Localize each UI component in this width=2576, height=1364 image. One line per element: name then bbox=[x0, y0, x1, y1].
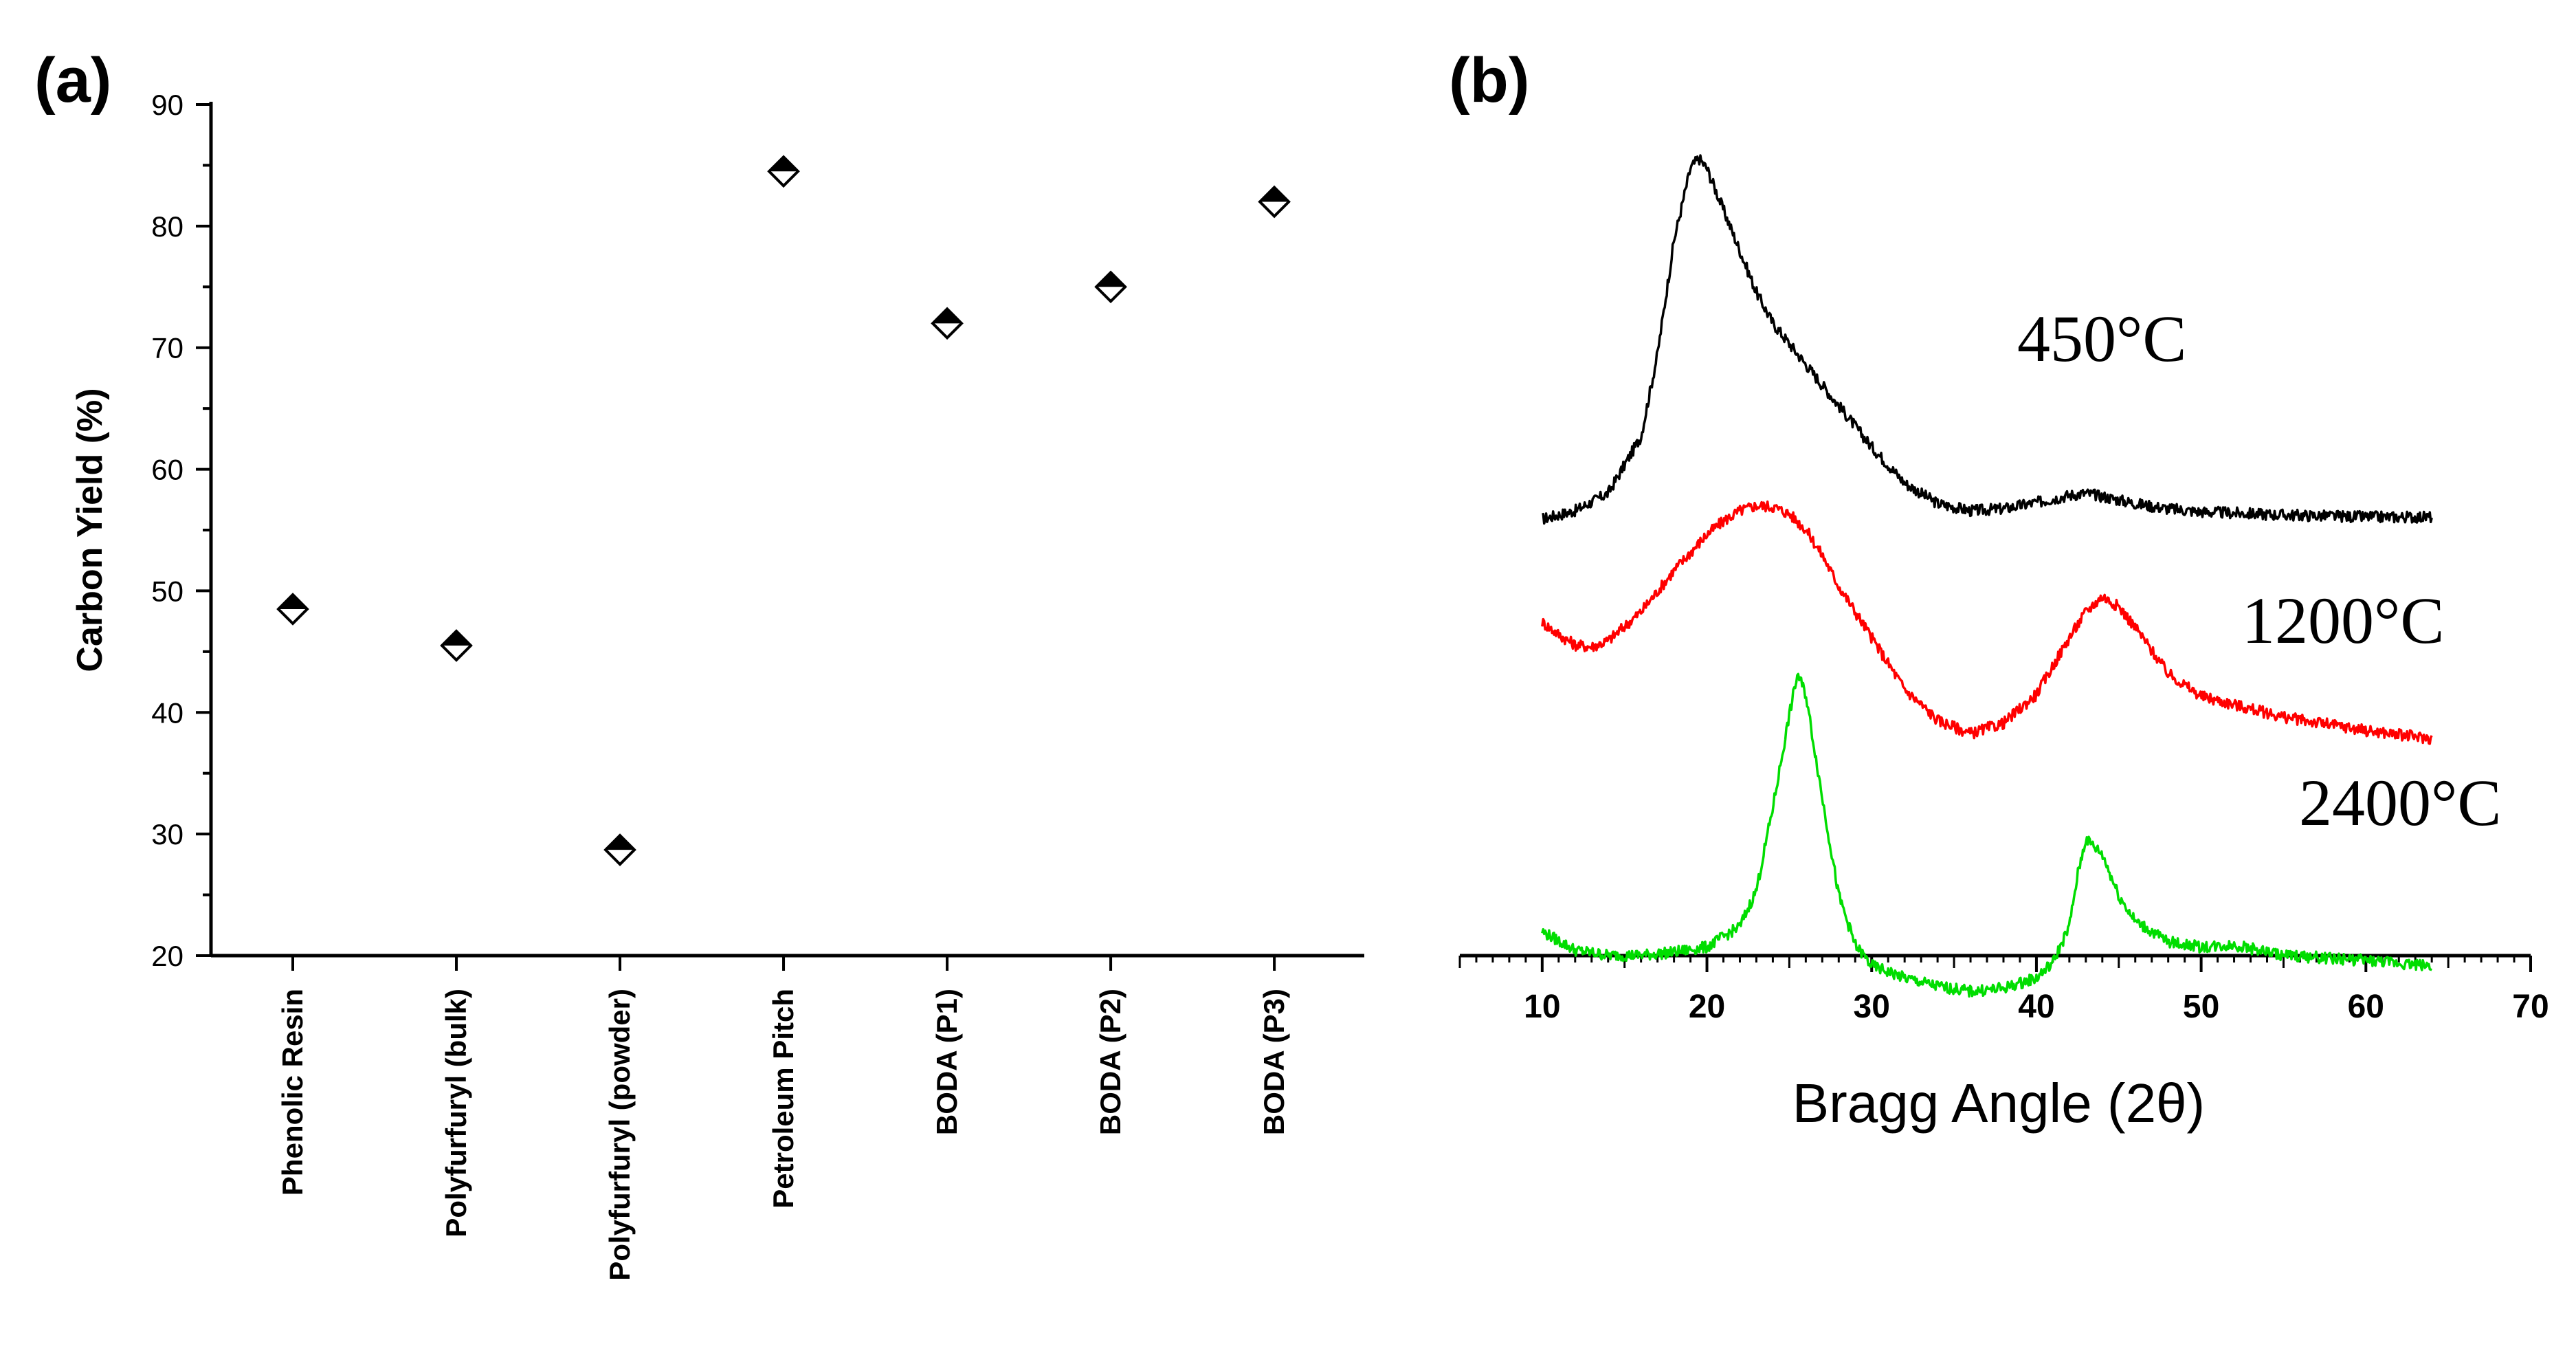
y-tick-label: 80 bbox=[151, 210, 184, 243]
data-point bbox=[440, 629, 473, 662]
x-tick-label: 10 bbox=[1524, 989, 1560, 1025]
x-category-label: BODA (P3) bbox=[1258, 989, 1290, 1135]
y-tick-label: 50 bbox=[151, 575, 184, 607]
y-tick-label: 20 bbox=[151, 940, 184, 972]
marker-top-half bbox=[769, 157, 799, 172]
marker-outline bbox=[603, 833, 636, 866]
series-label: 1200°C bbox=[2242, 584, 2444, 657]
x-category-label: BODA (P2) bbox=[1094, 989, 1126, 1135]
marker-outline bbox=[440, 629, 473, 662]
chart-a-carbon-yield: (a) 20 30 40 50 60 70 80 90 Carbon Yield (%) Pheno… bbox=[34, 45, 1364, 1281]
x-tick-label: 70 bbox=[2512, 989, 2549, 1025]
y-axis-label: Carbon Yield (%) bbox=[70, 388, 110, 672]
x-category-label: Polyfurfuryl (powder) bbox=[603, 989, 636, 1281]
marker-outline bbox=[931, 307, 964, 340]
marker-outline bbox=[276, 593, 309, 626]
data-point bbox=[1258, 185, 1291, 219]
x-category-label: Phenolic Resin bbox=[276, 989, 309, 1196]
data-point bbox=[767, 155, 800, 188]
marker-outline bbox=[1094, 270, 1127, 304]
data-point bbox=[603, 833, 636, 866]
marker-outline bbox=[767, 155, 800, 188]
series-line bbox=[1541, 154, 2433, 525]
y-tick-label: 90 bbox=[151, 89, 184, 121]
marker-top-half bbox=[278, 594, 308, 609]
series-label: 450°C bbox=[2017, 302, 2186, 375]
y-tick-label: 30 bbox=[151, 818, 184, 850]
x-category-label: Polyfurfuryl (bulk) bbox=[440, 989, 472, 1238]
marker-top-half bbox=[606, 835, 635, 850]
x-axis-label: Bragg Angle (2θ) bbox=[1792, 1072, 2205, 1134]
data-point bbox=[1094, 270, 1127, 304]
x-tick-label: 20 bbox=[1689, 989, 1725, 1025]
y-tick-label: 60 bbox=[151, 454, 184, 486]
panel-label-a: (a) bbox=[34, 45, 111, 116]
marker-top-half bbox=[1260, 187, 1289, 202]
x-tick-label: 40 bbox=[2018, 989, 2054, 1025]
series-line bbox=[1541, 672, 2432, 998]
y-tick-label: 40 bbox=[151, 696, 184, 729]
x-tick-label: 30 bbox=[1854, 989, 1890, 1025]
x-category-label: BODA (P1) bbox=[931, 989, 963, 1135]
series-line bbox=[1541, 500, 2433, 745]
x-tick-label: 60 bbox=[2348, 989, 2384, 1025]
marker-top-half bbox=[442, 631, 471, 646]
data-point bbox=[931, 307, 964, 340]
x-tick-label: 50 bbox=[2183, 989, 2219, 1025]
series-label: 2400°C bbox=[2299, 766, 2501, 839]
panel-label-b: (b) bbox=[1449, 45, 1529, 116]
chart-b-xrd-patterns: (b) 10 20 30 40 50 60 70 Bragg Angle (2θ) 450°C 12… bbox=[1449, 45, 2549, 1134]
marker-top-half bbox=[933, 309, 962, 324]
x-category-label: Petroleum Pitch bbox=[767, 989, 799, 1209]
data-point bbox=[276, 593, 309, 626]
y-tick-label: 70 bbox=[151, 332, 184, 364]
marker-top-half bbox=[1096, 272, 1126, 287]
marker-outline bbox=[1258, 185, 1291, 219]
